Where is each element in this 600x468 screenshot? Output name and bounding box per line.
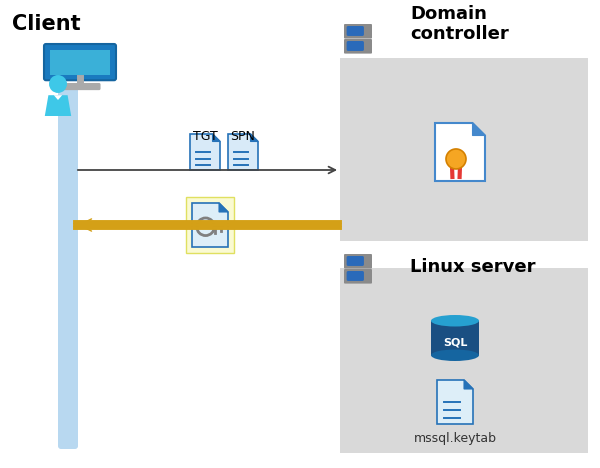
Polygon shape [219,203,228,212]
Text: SPN: SPN [230,130,256,143]
FancyBboxPatch shape [340,58,588,241]
Ellipse shape [431,350,479,361]
Polygon shape [251,134,258,141]
Polygon shape [437,380,473,424]
Polygon shape [228,134,258,170]
Text: Linux server: Linux server [410,258,536,276]
Polygon shape [435,123,485,181]
Ellipse shape [431,315,479,327]
Polygon shape [54,95,62,100]
Text: TGT: TGT [193,130,217,143]
Polygon shape [45,95,71,116]
Text: SQL: SQL [443,337,467,348]
FancyBboxPatch shape [344,39,372,54]
FancyBboxPatch shape [58,85,78,449]
FancyBboxPatch shape [344,254,372,269]
Polygon shape [192,203,228,247]
FancyBboxPatch shape [347,26,364,36]
Polygon shape [212,134,220,141]
FancyBboxPatch shape [347,41,364,51]
FancyBboxPatch shape [44,44,116,80]
Circle shape [49,75,67,93]
Polygon shape [473,123,485,136]
Text: Domain
controller: Domain controller [410,5,509,43]
FancyBboxPatch shape [59,83,101,90]
FancyBboxPatch shape [347,256,364,266]
FancyBboxPatch shape [186,197,234,253]
Polygon shape [190,134,220,170]
Polygon shape [464,380,473,389]
FancyBboxPatch shape [344,269,372,284]
FancyBboxPatch shape [50,50,110,75]
Text: Client: Client [12,14,80,34]
Circle shape [446,149,466,169]
FancyBboxPatch shape [347,271,364,281]
FancyBboxPatch shape [344,24,372,38]
Text: mssql.keytab: mssql.keytab [413,432,497,445]
FancyBboxPatch shape [431,321,479,355]
FancyBboxPatch shape [340,268,588,453]
